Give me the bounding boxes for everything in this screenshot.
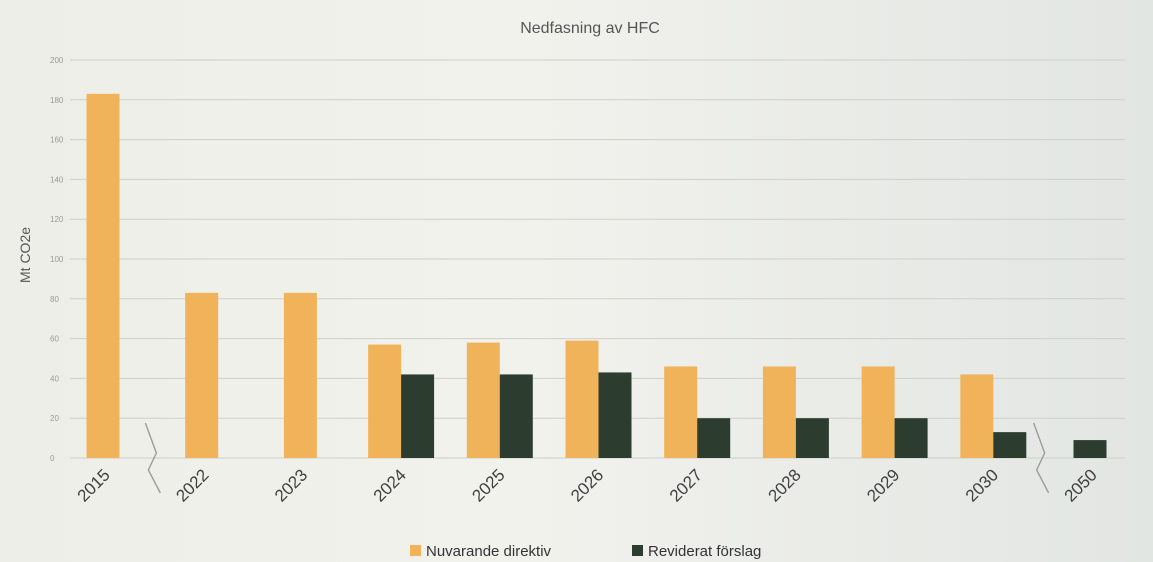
y-tick-label: 200 xyxy=(50,56,64,65)
x-tick-label: 2029 xyxy=(863,465,903,505)
bar-reviderat-2027 xyxy=(697,418,731,458)
bar-nuvarande-2024 xyxy=(368,344,402,458)
y-tick-label: 180 xyxy=(50,96,64,105)
y-tick-label: 0 xyxy=(50,454,55,463)
bar-nuvarande-2022 xyxy=(185,292,219,458)
bar-nuvarande-2025 xyxy=(466,342,500,458)
x-tick-label: 2026 xyxy=(567,465,607,505)
x-tick-label: 2050 xyxy=(1061,465,1101,505)
y-tick-label: 20 xyxy=(50,414,59,423)
bar-reviderat-2029 xyxy=(894,418,928,458)
axis-breaks xyxy=(144,422,1050,494)
y-tick-label: 80 xyxy=(50,295,59,304)
bar-reviderat-2028 xyxy=(795,418,829,458)
x-tick-label: 2027 xyxy=(666,465,706,505)
bar-nuvarande-2015 xyxy=(86,93,120,458)
bar-nuvarande-2027 xyxy=(664,366,698,458)
y-tick-label: 160 xyxy=(50,136,64,145)
y-tick-label: 140 xyxy=(50,175,64,184)
y-tick-label: 120 xyxy=(50,215,64,224)
legend: Nuvarande direktiv Reviderat förslag xyxy=(410,543,761,560)
x-tick-label: 2030 xyxy=(962,465,1002,505)
bar-reviderat-2030 xyxy=(993,432,1027,458)
bar-nuvarande-2030 xyxy=(960,374,994,458)
x-tick-label: 2023 xyxy=(271,465,311,505)
y-axis-label: Mt CO2e xyxy=(17,227,33,283)
y-tick-label: 40 xyxy=(50,374,59,383)
bars xyxy=(86,93,1107,458)
y-tick-label: 100 xyxy=(50,255,64,264)
x-tick-label: 2028 xyxy=(765,465,805,505)
x-tick-label: 2022 xyxy=(172,465,212,505)
legend-label: Nuvarande direktiv xyxy=(426,543,552,560)
axis-break-mark xyxy=(144,422,161,494)
x-tick-label: 2025 xyxy=(468,465,508,505)
bar-reviderat-2025 xyxy=(499,374,533,458)
x-axis-ticks: 2015 2022 2023 2024 2025 2026 2027 2028 2029 2030… xyxy=(74,465,1101,505)
x-tick-label: 2024 xyxy=(370,465,410,505)
bar-nuvarande-2029 xyxy=(861,366,895,458)
bar-nuvarande-2028 xyxy=(762,366,796,458)
axis-break-mark xyxy=(1032,422,1050,494)
legend-swatch xyxy=(410,545,421,556)
bar-reviderat-2050 xyxy=(1073,440,1107,458)
bar-reviderat-2026 xyxy=(598,372,632,458)
chart-title: Nedfasning av HFC xyxy=(520,20,660,37)
legend-swatch xyxy=(632,545,643,556)
y-tick-label: 60 xyxy=(50,335,59,344)
y-axis-ticks: 0 20 40 60 80 100 120 140 160 180 200 xyxy=(50,56,64,463)
bar-nuvarande-2026 xyxy=(565,340,599,458)
legend-label: Reviderat förslag xyxy=(648,543,761,560)
bar-reviderat-2024 xyxy=(401,374,435,458)
x-tick-label: 2015 xyxy=(74,465,114,505)
bar-nuvarande-2023 xyxy=(283,292,317,458)
gridlines xyxy=(70,59,1125,459)
